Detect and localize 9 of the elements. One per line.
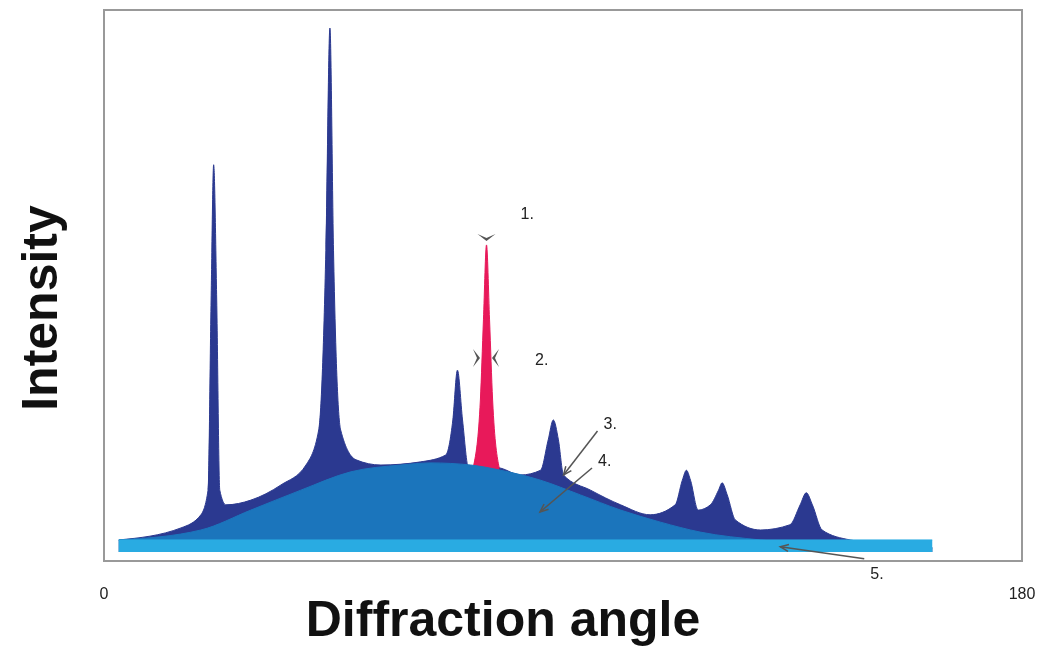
- annotation: 1.: [520, 205, 534, 223]
- x-tick-label: 0: [99, 585, 109, 603]
- annotation: 4.: [598, 452, 612, 470]
- x-tick-label: 180: [1008, 585, 1036, 603]
- x-axis-title: Diffraction angle: [305, 591, 701, 647]
- annotation: 3.: [603, 415, 617, 433]
- annotation: 2.: [535, 351, 549, 369]
- y-axis-title: Intensity: [11, 204, 69, 413]
- annotation: 5.: [870, 564, 884, 582]
